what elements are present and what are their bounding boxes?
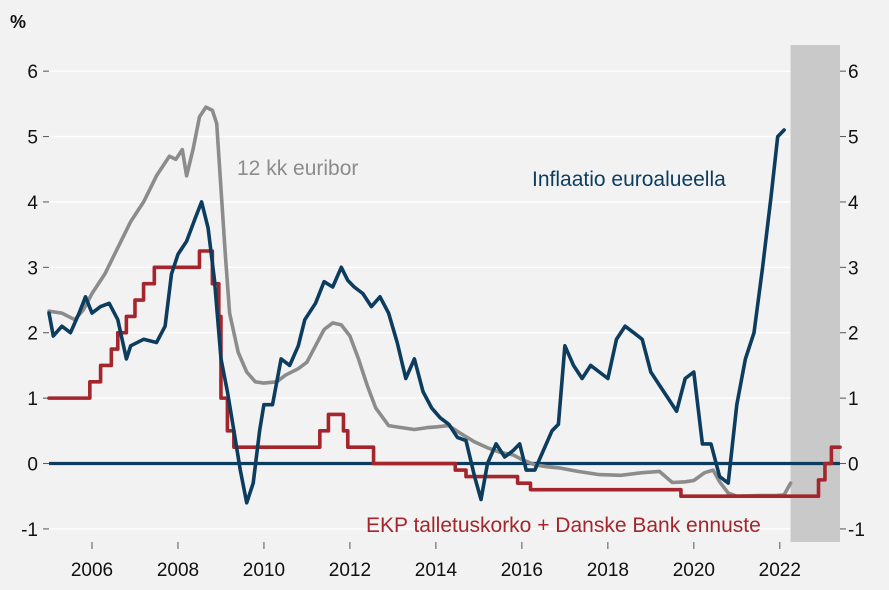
x-axis: 2006 2008 2010 2012 2014 2016 2018 2020 2022 bbox=[71, 542, 801, 581]
series-line-euribor bbox=[47, 105, 793, 498]
y-tick-label-right: 4 bbox=[848, 193, 859, 214]
y-tick-label-right: 3 bbox=[848, 258, 859, 279]
y-tick-label-right: 0 bbox=[848, 455, 859, 476]
y-tick-label-left: 0 bbox=[27, 455, 38, 476]
y-tick-label-left: 3 bbox=[27, 258, 38, 279]
y-tick-label-left: 4 bbox=[27, 193, 38, 214]
forecast-shade bbox=[790, 45, 840, 542]
y-tick-label-right: 2 bbox=[848, 324, 859, 345]
x-tick-label: 2016 bbox=[501, 560, 543, 581]
x-tick-label: 2008 bbox=[157, 560, 199, 581]
euribor-label: 12 kk euribor bbox=[237, 157, 358, 180]
deposit-rate-label: EKP talletuskorko + Danske Bank ennuste bbox=[366, 514, 761, 537]
y-tick-label-right: 5 bbox=[848, 128, 859, 149]
x-tick-label: 2012 bbox=[329, 560, 371, 581]
y-tick-label-right: -1 bbox=[848, 520, 865, 541]
y-tick-label-left: 1 bbox=[27, 389, 38, 410]
y-tick-label-right: 6 bbox=[848, 62, 859, 83]
y-axis-left: -1 0 1 2 3 4 5 6 bbox=[21, 62, 49, 541]
inflation-label: Inflaatio euroalueella bbox=[532, 168, 726, 191]
x-tick-label: 2010 bbox=[243, 560, 285, 581]
series-line-inflation bbox=[47, 128, 786, 505]
series-line-deposit-rate bbox=[47, 249, 842, 499]
x-tick-label: 2006 bbox=[71, 560, 113, 581]
y-tick-label-right: 1 bbox=[848, 389, 859, 410]
x-tick-label: 2018 bbox=[587, 560, 629, 581]
y-tick-label-left: 5 bbox=[27, 128, 38, 149]
y-tick-label-left: 2 bbox=[27, 324, 38, 345]
y-tick-label-left: -1 bbox=[21, 520, 38, 541]
series-lines bbox=[47, 105, 842, 505]
x-tick-label: 2022 bbox=[759, 560, 801, 581]
x-tick-label: 2020 bbox=[673, 560, 715, 581]
y-tick-label-left: 6 bbox=[27, 62, 38, 83]
y-axis-unit: % bbox=[10, 12, 26, 32]
y-axis-right: -1 0 1 2 3 4 5 6 bbox=[840, 62, 865, 541]
x-tick-label: 2014 bbox=[415, 560, 458, 581]
